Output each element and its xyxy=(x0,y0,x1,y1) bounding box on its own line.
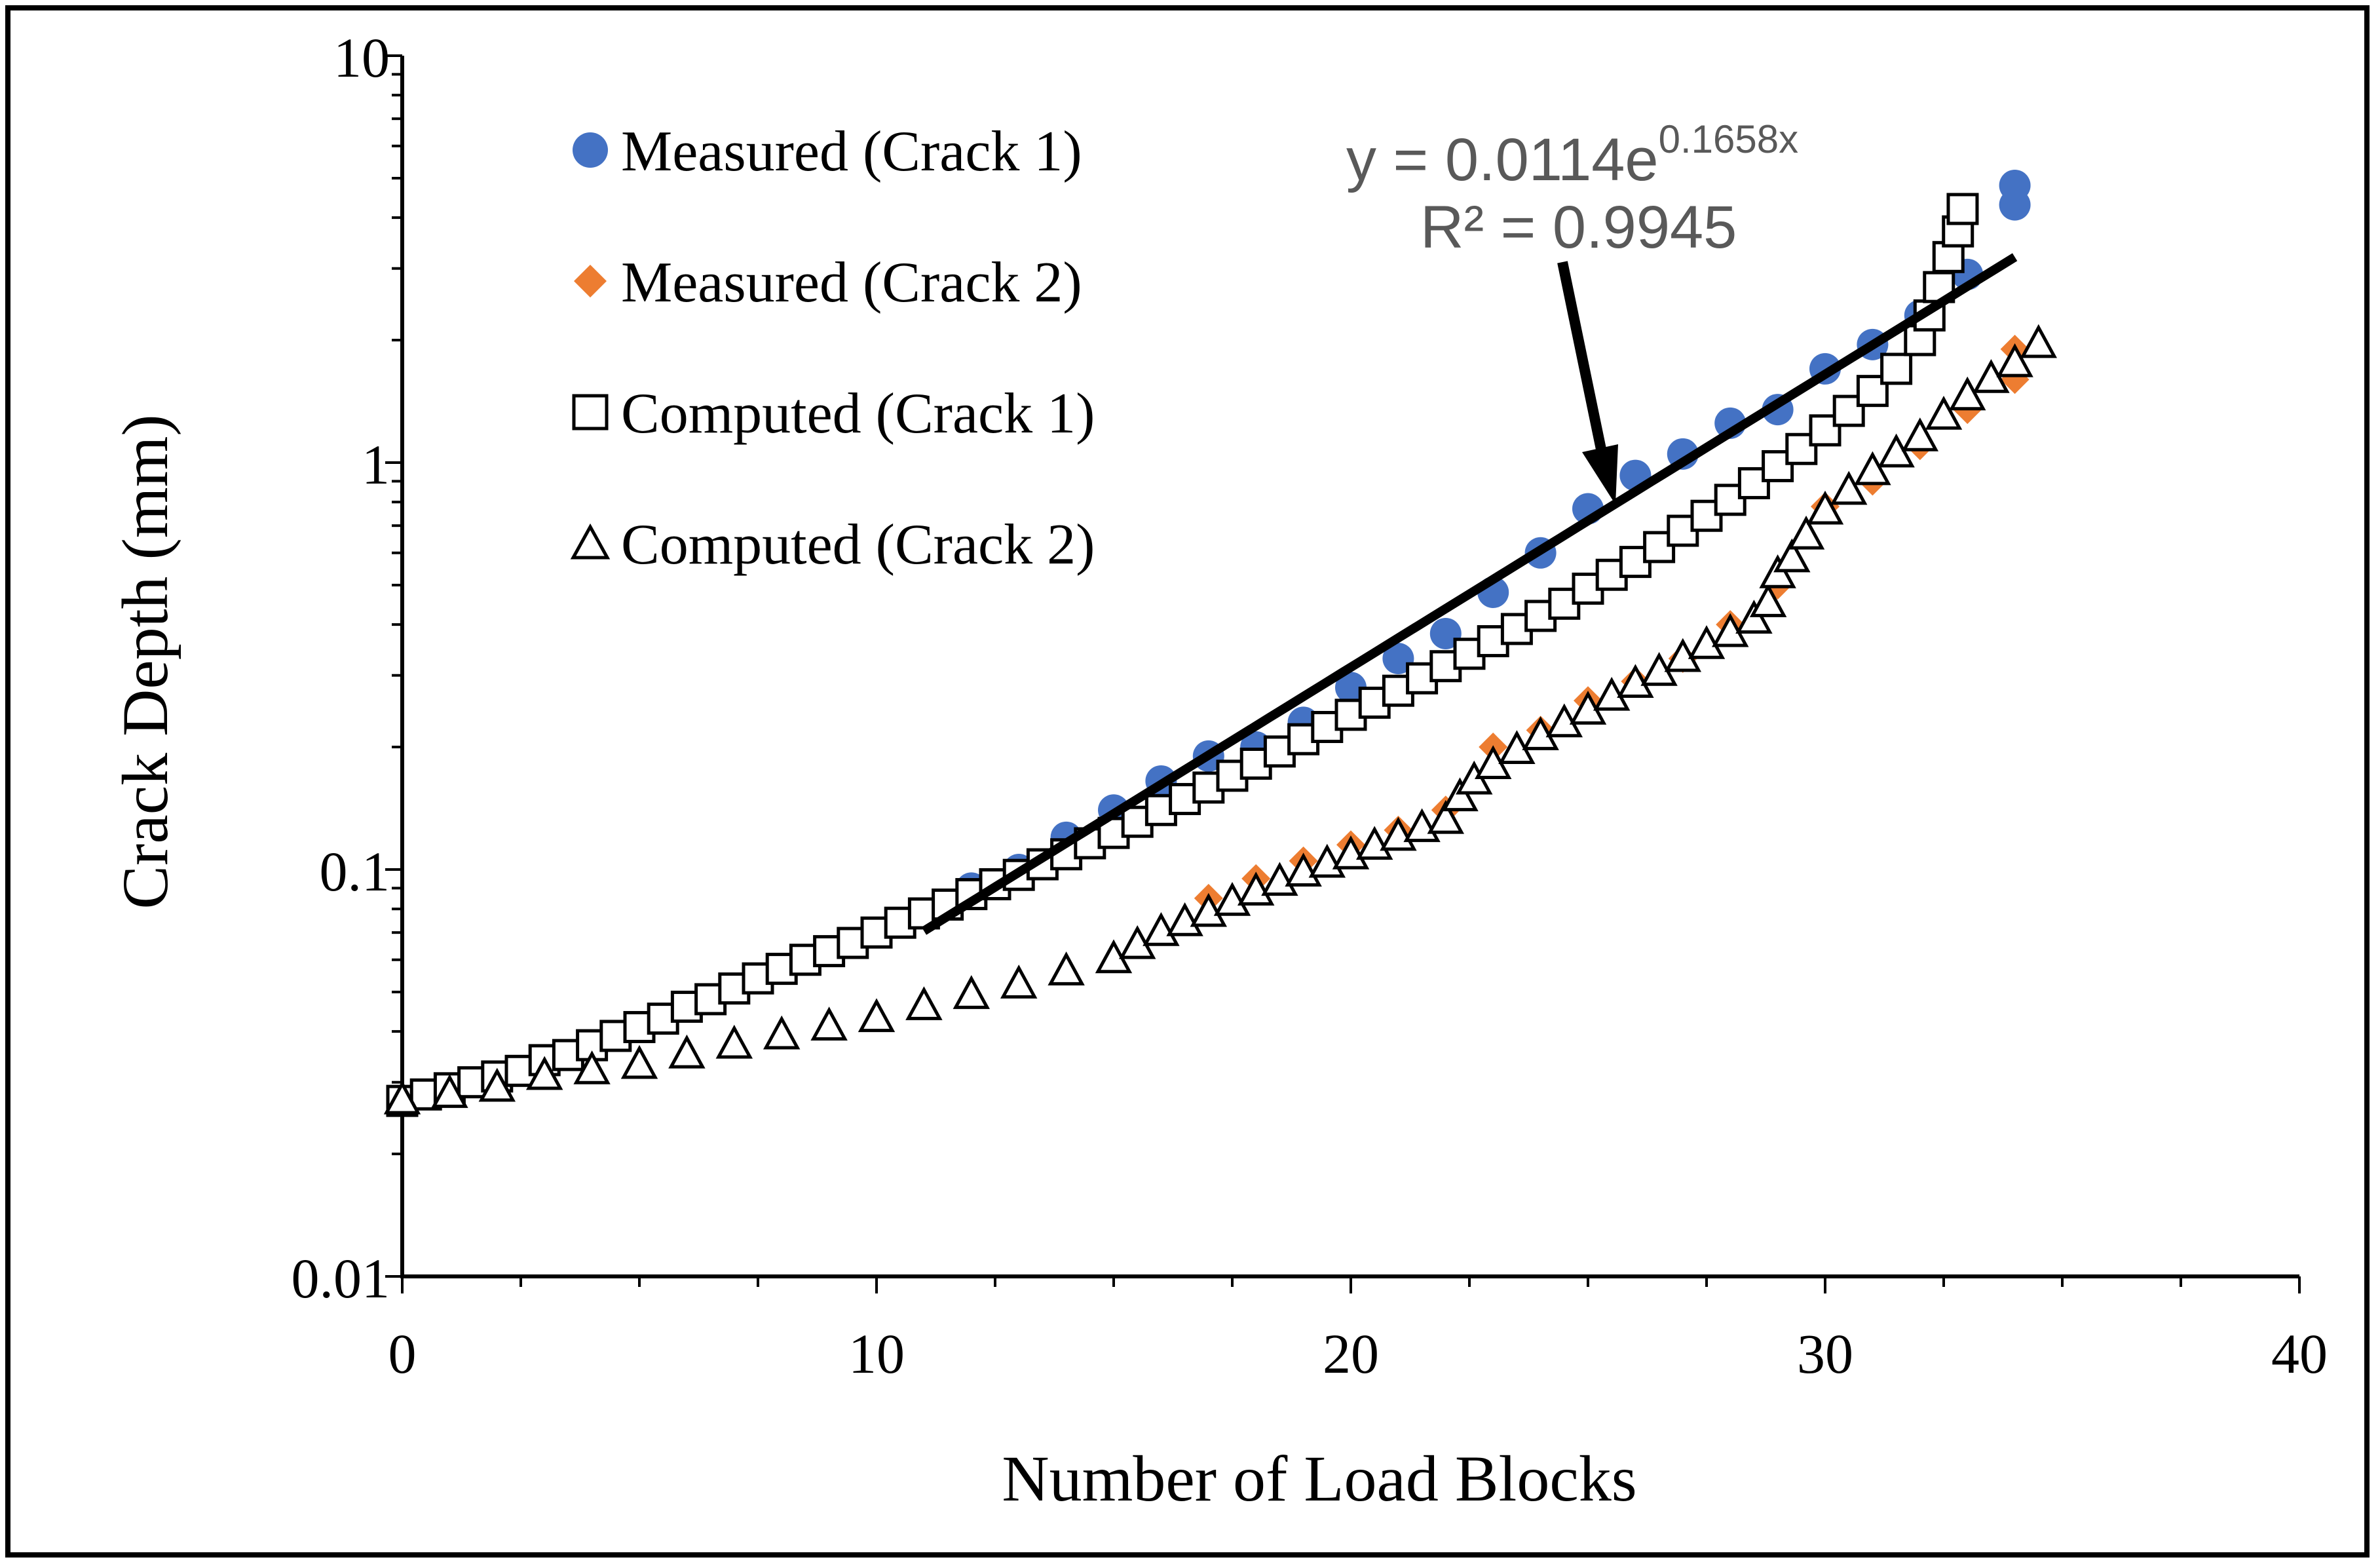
data-point-triangle xyxy=(1427,799,1465,834)
data-point-triangle xyxy=(1441,777,1479,812)
data-point-triangle xyxy=(1773,538,1811,573)
data-point-triangle xyxy=(1830,470,1868,505)
data-point-triangle xyxy=(1190,892,1228,927)
trendline-equation: y = 0.0114e0.1658x xyxy=(1346,117,1798,193)
data-point-triangle xyxy=(1901,417,1939,451)
data-point-triangle xyxy=(525,1056,563,1090)
trendline-r-squared: R² = 0.9945 xyxy=(1420,194,1737,261)
data-point-triangle xyxy=(1854,451,1891,486)
data-point-triangle xyxy=(620,1044,658,1079)
series-diamond xyxy=(1194,334,2030,913)
annotation-arrow-shaft xyxy=(1557,261,1608,460)
trendline-annotation: y = 0.0114e0.1658x R² = 0.9945 xyxy=(1346,117,1798,505)
y-tick-label: 0.01 xyxy=(292,1247,390,1310)
plot-area xyxy=(383,54,2301,1293)
y-axis-title: Crack Depth (mm) xyxy=(109,414,181,909)
series-square xyxy=(386,193,1979,1117)
data-point-triangle xyxy=(1749,583,1787,617)
data-point-triangle xyxy=(1213,882,1251,916)
y-tick-label: 1 xyxy=(362,433,390,496)
legend-label: Measured (Crack 1) xyxy=(621,120,1082,183)
x-tick-label: 30 xyxy=(1797,1322,1853,1385)
x-tick-label: 0 xyxy=(388,1322,417,1385)
annotation-arrow-head xyxy=(1582,444,1618,505)
x-tick-label: 40 xyxy=(2271,1322,2328,1385)
data-point-triangle xyxy=(1787,515,1825,550)
data-point-triangle xyxy=(1166,902,1203,936)
data-point-triangle xyxy=(1000,965,1038,999)
data-point-triangle xyxy=(2020,324,2058,358)
data-point-triangle xyxy=(1878,433,1915,468)
legend-label: Computed (Crack 2) xyxy=(621,513,1095,577)
data-point-square xyxy=(1737,467,1770,499)
equation-exponent: 0.1658x xyxy=(1659,117,1799,161)
data-point-square xyxy=(647,1003,679,1035)
legend-marker-square xyxy=(572,394,609,430)
data-point-square xyxy=(1643,531,1676,564)
legend: Measured (Crack 1) Measured (Crack 2) Co… xyxy=(570,120,1095,577)
data-point-square xyxy=(1762,449,1794,482)
data-point-triangle xyxy=(431,1074,468,1108)
data-point-triangle xyxy=(1355,826,1393,860)
legend-marker-circle xyxy=(573,132,608,168)
data-point-triangle xyxy=(668,1034,706,1069)
data-point-triangle xyxy=(810,1006,848,1041)
y-tick-labels: 10 1 0.1 0.01 xyxy=(292,26,390,1310)
data-point-triangle xyxy=(905,986,943,1020)
legend-marker-triangle xyxy=(570,523,611,560)
series-triangle xyxy=(383,324,2058,1115)
data-point-triangle xyxy=(715,1024,753,1059)
data-point-square xyxy=(1785,432,1818,465)
data-point-triangle xyxy=(1996,343,2033,377)
data-point-triangle xyxy=(1048,951,1085,985)
data-point-triangle xyxy=(953,975,991,1009)
data-point-triangle xyxy=(1948,376,1986,411)
equation-base: y = 0.0114e xyxy=(1346,126,1659,193)
x-axis-title: Number of Load Blocks xyxy=(1002,1442,1636,1515)
x-tick-label: 10 xyxy=(848,1322,905,1385)
data-point-square xyxy=(1832,394,1865,427)
trendline-layer xyxy=(921,253,2018,935)
series-layer xyxy=(383,169,2058,1117)
data-point-square xyxy=(1946,193,1979,225)
data-point-circle xyxy=(1999,169,2031,201)
data-point-triangle xyxy=(858,998,896,1033)
legend-label: Measured (Crack 2) xyxy=(621,251,1082,315)
data-point-triangle xyxy=(478,1067,516,1102)
legend-label: Computed (Crack 1) xyxy=(621,382,1095,446)
data-point-triangle xyxy=(1237,871,1275,906)
y-tick-label: 0.1 xyxy=(320,840,390,903)
data-point-triangle xyxy=(573,1050,611,1084)
x-tick-label: 20 xyxy=(1323,1322,1379,1385)
tick-marks xyxy=(385,54,2301,1293)
legend-marker-diamond xyxy=(574,265,607,297)
data-point-triangle xyxy=(1925,396,1963,430)
exponential-trendline xyxy=(921,253,2018,935)
data-point-triangle xyxy=(383,1080,421,1115)
data-point-triangle xyxy=(1806,490,1844,525)
x-tick-labels: 0 10 20 30 40 xyxy=(388,1322,2328,1385)
data-point-triangle xyxy=(1735,600,1773,634)
data-point-triangle xyxy=(1143,911,1180,946)
data-point-triangle xyxy=(763,1015,801,1050)
data-point-square xyxy=(1880,353,1913,385)
y-tick-label: 10 xyxy=(333,26,390,89)
data-point-triangle xyxy=(1261,862,1298,896)
data-point-triangle xyxy=(1332,835,1370,870)
